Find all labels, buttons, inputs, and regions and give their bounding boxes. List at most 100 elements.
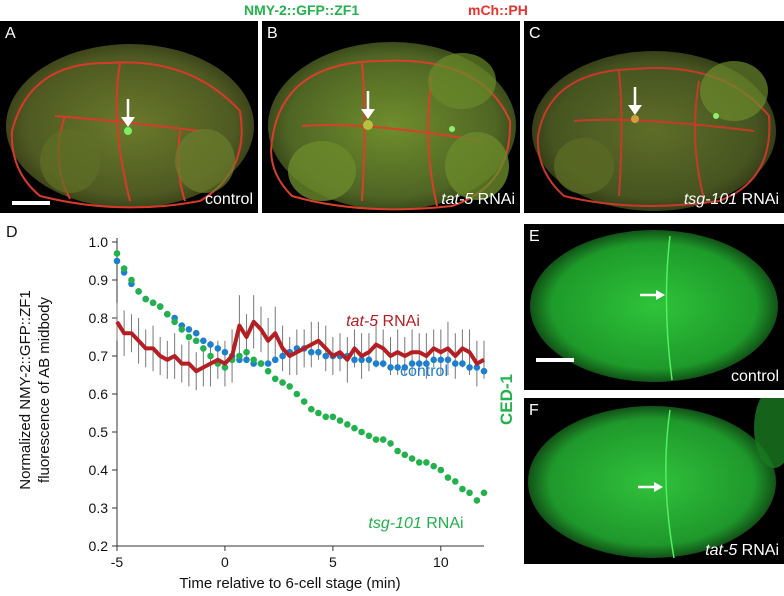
control-point bbox=[372, 360, 380, 367]
y-tick-label: 0.5 bbox=[89, 424, 109, 440]
tsg101-point bbox=[236, 352, 243, 360]
tsg101-point bbox=[264, 367, 272, 375]
micrograph-panel-b: B tat-5 RNAi bbox=[262, 21, 520, 213]
control-point bbox=[415, 360, 423, 367]
control-point bbox=[185, 326, 193, 333]
tsg101-point bbox=[415, 459, 423, 466]
tsg101-point bbox=[444, 474, 452, 481]
control-point bbox=[408, 360, 416, 367]
legend-tat5-gene: tat-5 bbox=[346, 313, 378, 330]
micrograph-panel-c: C tsg-101 RNAi bbox=[524, 21, 784, 213]
tsg101-point bbox=[480, 489, 488, 497]
y-tick-label: 0.9 bbox=[89, 272, 109, 288]
tsg101-point bbox=[286, 383, 294, 390]
micrograph-panel-a: A control bbox=[0, 21, 258, 213]
tsg101-point bbox=[178, 326, 186, 333]
embryo-image-e bbox=[530, 230, 778, 382]
panel-gene-f: tat-5 bbox=[705, 542, 738, 559]
control-point bbox=[473, 364, 481, 371]
tsg101-point bbox=[437, 466, 445, 474]
tsg101-point bbox=[135, 288, 142, 295]
panel-letter-d: D bbox=[6, 224, 18, 241]
tsg101-point bbox=[423, 459, 430, 466]
control-point bbox=[113, 257, 121, 265]
tsg101-point bbox=[322, 413, 330, 421]
control-point bbox=[451, 360, 459, 367]
tsg101-point bbox=[315, 409, 322, 417]
y-tick-label: 0.8 bbox=[89, 310, 109, 326]
micrograph-panel-f: F tat-5 RNAi bbox=[524, 398, 784, 564]
control-point bbox=[430, 356, 437, 364]
tsg101-point bbox=[358, 428, 365, 436]
tsg101-point bbox=[307, 405, 315, 413]
ced1-channel-label: CED-1 bbox=[497, 373, 516, 425]
tsg101-point bbox=[149, 299, 157, 307]
scale-bar-e bbox=[536, 358, 574, 362]
panel-caption-c: tsg-101 RNAi bbox=[684, 191, 779, 209]
x-tick-label: 10 bbox=[433, 554, 449, 570]
y-tick-label: 1.0 bbox=[89, 234, 109, 250]
legend-tsg101-gene: tsg-101 bbox=[368, 515, 421, 532]
control-point bbox=[466, 364, 473, 371]
tsg101-point bbox=[336, 417, 344, 424]
tsg101-point bbox=[192, 337, 200, 345]
control-point bbox=[444, 356, 452, 364]
embryo-image-a bbox=[6, 44, 254, 209]
tat5-series-line bbox=[115, 319, 485, 374]
control-point bbox=[221, 348, 229, 356]
panel-letter-e: E bbox=[529, 228, 540, 245]
tsg101-point bbox=[401, 451, 409, 459]
chart-axes: 0.2 0.3 0.4 0.5 0.6 0.7 0.8 0.9 1.0 -5 0 5 10 bbox=[89, 234, 484, 570]
control-point bbox=[351, 356, 358, 364]
y-axis-label-line1: Normalized NMY-2::GFP::ZF1 bbox=[17, 290, 34, 490]
tsg101-point bbox=[351, 424, 358, 432]
control-point bbox=[365, 356, 373, 364]
tsg101-point bbox=[257, 360, 265, 367]
panel-caption-a: control bbox=[204, 191, 253, 208]
control-point bbox=[423, 360, 430, 367]
scale-bar-a bbox=[12, 201, 50, 205]
tsg101-point bbox=[207, 352, 214, 360]
tsg101-point bbox=[243, 348, 250, 356]
tsg101-point bbox=[473, 497, 481, 504]
micrograph-panel-e: E control bbox=[524, 224, 784, 390]
panel-gene-c: tsg-101 bbox=[683, 191, 738, 208]
control-point bbox=[243, 356, 250, 364]
y-tick-label: 0.7 bbox=[89, 348, 109, 364]
tsg101-point bbox=[185, 333, 193, 341]
embryo-image-f bbox=[528, 398, 784, 559]
tsg101-point bbox=[113, 250, 121, 257]
tsg101-point bbox=[271, 375, 279, 383]
control-point bbox=[394, 364, 401, 371]
tsg101-point bbox=[164, 310, 171, 318]
control-point bbox=[480, 367, 488, 375]
panel-suffix-c: RNAi bbox=[737, 191, 779, 208]
panel-gene-b: tat-5 bbox=[441, 191, 474, 208]
tsg101-point bbox=[329, 413, 337, 421]
y-axis-label-line2: fluorescence of AB midbody bbox=[36, 297, 53, 483]
control-point bbox=[437, 356, 445, 364]
control-point bbox=[307, 348, 315, 356]
control-point bbox=[315, 348, 322, 356]
panel-letter-b: B bbox=[267, 25, 278, 42]
embryo-image-c bbox=[532, 51, 776, 211]
panel-suffix-b: RNAi bbox=[473, 191, 515, 208]
tsg101-point bbox=[142, 295, 150, 303]
fluorescence-chart: Normalized NMY-2::GFP::ZF1 fluorescence … bbox=[17, 234, 488, 592]
tsg101-point bbox=[300, 398, 308, 405]
x-axis-label: Time relative to 6-cell stage (min) bbox=[179, 575, 400, 592]
control-point bbox=[401, 364, 409, 371]
y-tick-label: 0.4 bbox=[89, 462, 109, 478]
control-point bbox=[322, 352, 330, 360]
tsg101-point bbox=[387, 440, 394, 447]
panel-caption-f: tat-5 RNAi bbox=[705, 542, 779, 560]
tsg101-point bbox=[430, 462, 437, 470]
tsg101-point bbox=[451, 478, 459, 485]
control-point bbox=[387, 364, 394, 371]
tsg101-point bbox=[128, 276, 135, 284]
control-point bbox=[459, 360, 466, 367]
tsg101-point bbox=[171, 318, 178, 326]
control-point bbox=[214, 345, 222, 352]
control-point bbox=[200, 337, 207, 345]
tsg101-series bbox=[113, 250, 488, 504]
